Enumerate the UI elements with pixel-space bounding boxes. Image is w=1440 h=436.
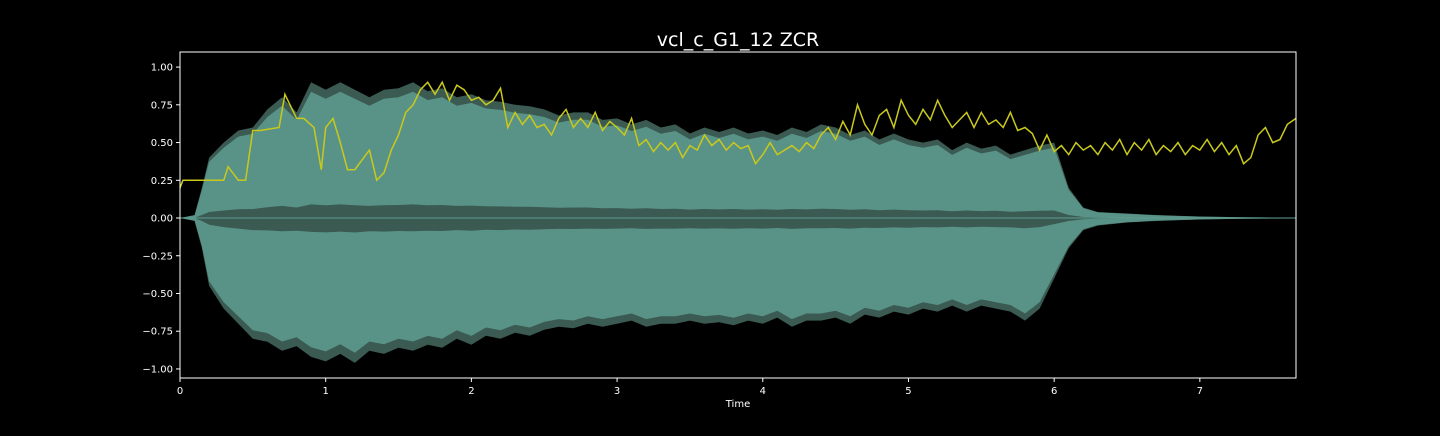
zcr-line xyxy=(179,80,1297,189)
chart-title: vcl_c_G1_12 ZCR xyxy=(657,29,819,51)
x-tick-label: 2 xyxy=(468,386,474,397)
y-tick-label: −0.75 xyxy=(142,327,173,338)
x-tick-label: 4 xyxy=(760,386,766,397)
x-axis-label: Time xyxy=(725,399,750,410)
y-tick-label: −1.00 xyxy=(142,364,173,375)
axes-frame xyxy=(179,51,1297,379)
x-tick-label: 6 xyxy=(1051,386,1057,397)
y-tick-label: 0.75 xyxy=(151,100,173,111)
y-tick-label: −0.25 xyxy=(142,251,173,262)
y-tick-label: 1.00 xyxy=(151,63,173,74)
y-axis: 1.00 0.75 0.50 0.25 0.00 −0.25 −0.50 −0.75 −1.00 xyxy=(142,63,180,375)
x-tick-label: 3 xyxy=(614,386,620,397)
x-tick-label: 1 xyxy=(323,386,329,397)
y-tick-label: 0.50 xyxy=(151,138,173,149)
y-tick-label: 0.00 xyxy=(151,214,173,225)
x-axis: 0 1 2 3 4 5 6 7 xyxy=(177,378,1203,397)
y-tick-label: −0.50 xyxy=(142,289,173,300)
x-tick-label: 5 xyxy=(905,386,911,397)
x-tick-label: 7 xyxy=(1197,386,1203,397)
y-tick-label: 0.25 xyxy=(151,176,173,187)
plot-area xyxy=(179,80,1297,363)
x-tick-label: 0 xyxy=(177,386,183,397)
